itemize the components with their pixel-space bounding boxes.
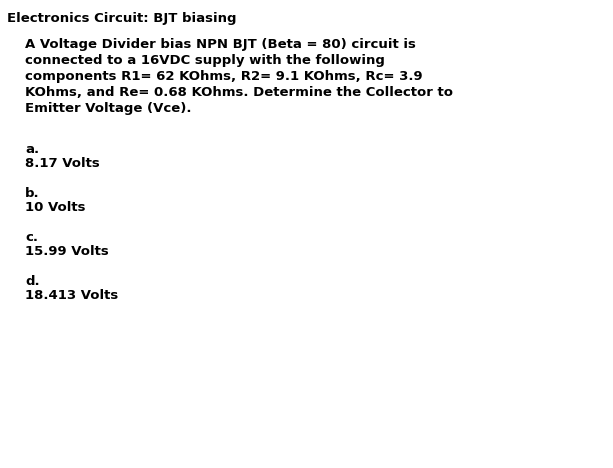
Text: KOhms, and Re= 0.68 KOhms. Determine the Collector to: KOhms, and Re= 0.68 KOhms. Determine the… [25,86,453,99]
Text: 18.413 Volts: 18.413 Volts [25,289,118,302]
Text: 15.99 Volts: 15.99 Volts [25,245,109,258]
Text: connected to a 16VDC supply with the following: connected to a 16VDC supply with the fol… [25,54,385,67]
Text: d.: d. [25,275,40,288]
Text: 8.17 Volts: 8.17 Volts [25,157,100,170]
Text: A Voltage Divider bias NPN BJT (Beta = 80) circuit is: A Voltage Divider bias NPN BJT (Beta = 8… [25,38,416,51]
Text: 10 Volts: 10 Volts [25,201,85,214]
Text: Emitter Voltage (Vce).: Emitter Voltage (Vce). [25,102,191,115]
Text: Electronics Circuit: BJT biasing: Electronics Circuit: BJT biasing [7,12,237,25]
Text: a.: a. [25,143,39,156]
Text: b.: b. [25,187,40,200]
Text: components R1= 62 KOhms, R2= 9.1 KOhms, Rc= 3.9: components R1= 62 KOhms, R2= 9.1 KOhms, … [25,70,422,83]
Text: c.: c. [25,231,38,244]
